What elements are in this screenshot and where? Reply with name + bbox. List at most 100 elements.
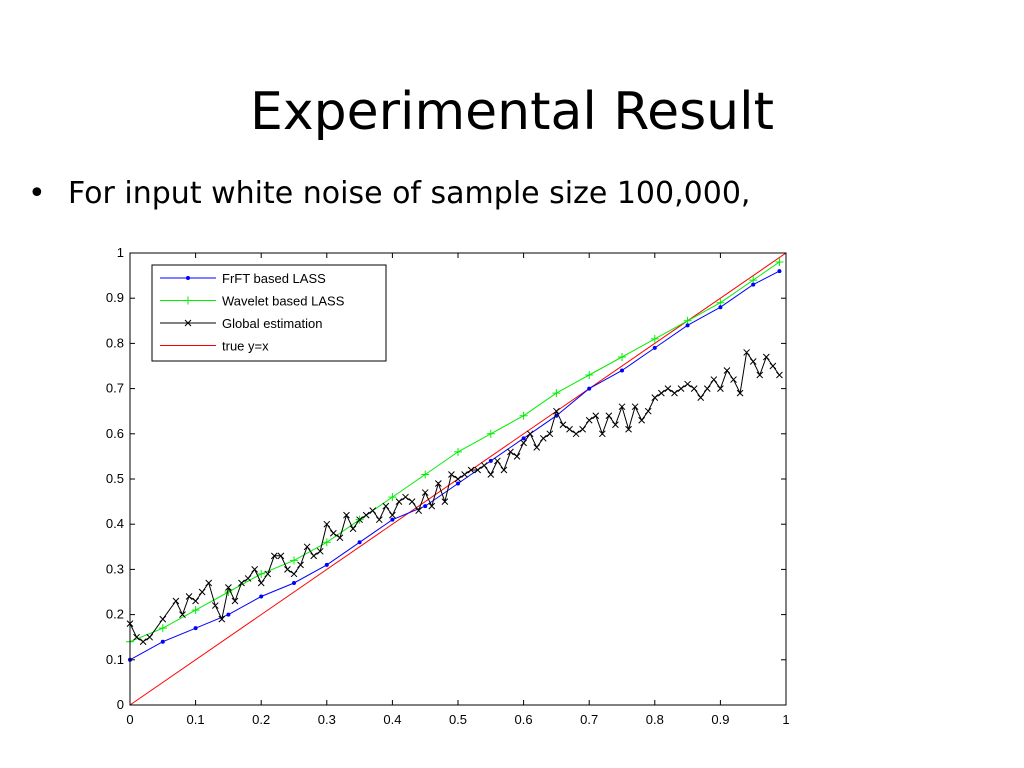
y-tick-label: 0.1 bbox=[106, 652, 124, 667]
data-point bbox=[324, 562, 329, 567]
data-point bbox=[618, 352, 626, 361]
data-point bbox=[664, 385, 672, 392]
data-point bbox=[625, 425, 632, 433]
data-point bbox=[638, 416, 646, 424]
data-point bbox=[192, 597, 199, 605]
y-tick-label: 0.6 bbox=[106, 426, 124, 441]
slide-title: Experimental Result bbox=[250, 82, 774, 142]
legend-marker bbox=[184, 296, 192, 305]
data-point bbox=[526, 430, 534, 438]
y-tick-label: 1 bbox=[117, 245, 124, 260]
data-point bbox=[572, 430, 580, 438]
y-tick-label: 0.7 bbox=[106, 381, 124, 396]
data-point bbox=[671, 389, 678, 397]
data-point bbox=[133, 633, 140, 641]
x-tick-label: 0 bbox=[126, 712, 133, 727]
data-point bbox=[749, 358, 757, 365]
data-point bbox=[316, 547, 324, 555]
data-point bbox=[270, 552, 278, 560]
legend-label: FrFT based LASS bbox=[222, 271, 326, 286]
data-point bbox=[677, 385, 685, 392]
data-point bbox=[277, 552, 285, 560]
data-point bbox=[303, 543, 311, 551]
series-frft-based-lass bbox=[128, 269, 782, 662]
x-tick-label: 0.7 bbox=[580, 712, 598, 727]
data-point bbox=[292, 580, 296, 585]
data-point bbox=[362, 511, 370, 519]
data-point bbox=[618, 403, 626, 411]
x-tick-label: 0.1 bbox=[187, 712, 205, 727]
x-tick-label: 0.6 bbox=[515, 712, 533, 727]
data-point bbox=[579, 425, 586, 433]
data-point bbox=[703, 385, 711, 392]
data-point bbox=[415, 507, 422, 514]
data-point bbox=[777, 269, 782, 274]
data-point bbox=[408, 498, 416, 505]
data-point bbox=[257, 569, 266, 578]
data-point bbox=[487, 471, 495, 478]
data-point bbox=[421, 489, 429, 496]
data-point bbox=[421, 470, 430, 479]
data-point bbox=[488, 458, 493, 463]
data-point bbox=[193, 626, 198, 631]
data-point bbox=[566, 425, 573, 433]
legend-label: Wavelet based LASS bbox=[222, 294, 345, 309]
data-point bbox=[685, 323, 690, 328]
ticks-layer: 0 0.1 0.2 0.3 0.4 0.5 0.6 0.7 0.8 0.9 1 0 0.1 0.2 0.3 0… bbox=[106, 245, 790, 727]
data-point bbox=[264, 570, 272, 578]
data-point bbox=[159, 615, 167, 623]
data-point bbox=[211, 602, 219, 609]
data-point bbox=[710, 376, 718, 383]
data-point bbox=[382, 502, 390, 510]
data-point bbox=[684, 380, 691, 388]
data-point bbox=[454, 475, 462, 483]
data-point bbox=[172, 597, 180, 605]
legend-item: FrFT based LASS bbox=[160, 271, 326, 286]
data-point bbox=[520, 439, 527, 447]
data-point bbox=[185, 593, 193, 600]
data-point bbox=[533, 444, 541, 451]
data-point bbox=[434, 480, 442, 487]
data-point bbox=[519, 411, 528, 420]
data-point bbox=[244, 575, 252, 582]
data-point bbox=[290, 570, 298, 578]
data-point bbox=[598, 430, 606, 438]
x-tick-label: 1 bbox=[782, 712, 789, 727]
data-point bbox=[160, 639, 165, 644]
legend-marker bbox=[184, 319, 192, 327]
data-point bbox=[546, 430, 554, 438]
data-point bbox=[592, 412, 600, 420]
data-point bbox=[461, 471, 468, 478]
x-tick-label: 0.5 bbox=[449, 712, 467, 727]
data-point bbox=[644, 407, 652, 415]
data-point bbox=[585, 371, 594, 380]
data-point bbox=[356, 516, 363, 524]
data-point bbox=[231, 597, 239, 605]
legend: FrFT based LASS Wavelet based LASS Global … bbox=[151, 264, 387, 362]
data-point bbox=[428, 502, 436, 510]
x-tick-label: 0.9 bbox=[711, 712, 729, 727]
x-tick-label: 0.3 bbox=[318, 712, 336, 727]
data-point bbox=[322, 538, 331, 547]
data-point bbox=[769, 362, 777, 370]
data-point bbox=[612, 421, 619, 429]
data-point bbox=[357, 540, 362, 545]
data-point bbox=[448, 471, 455, 478]
data-point bbox=[389, 511, 396, 519]
data-point bbox=[402, 493, 409, 501]
data-point bbox=[205, 579, 213, 587]
data-point bbox=[486, 429, 495, 438]
data-point bbox=[494, 457, 501, 465]
data-point bbox=[651, 394, 659, 401]
data-point bbox=[480, 462, 488, 469]
legend-item: Wavelet based LASS bbox=[160, 294, 345, 309]
bullet-point: • For input white noise of sample size 10… bbox=[28, 176, 750, 216]
x-tick-label: 0.8 bbox=[646, 712, 664, 727]
data-point bbox=[587, 386, 592, 391]
series-global-estimation bbox=[126, 349, 783, 646]
data-point bbox=[238, 579, 245, 587]
legend-marker bbox=[186, 276, 190, 280]
data-point bbox=[723, 367, 731, 374]
data-point bbox=[697, 394, 705, 401]
y-tick-label: 0.5 bbox=[106, 471, 124, 486]
